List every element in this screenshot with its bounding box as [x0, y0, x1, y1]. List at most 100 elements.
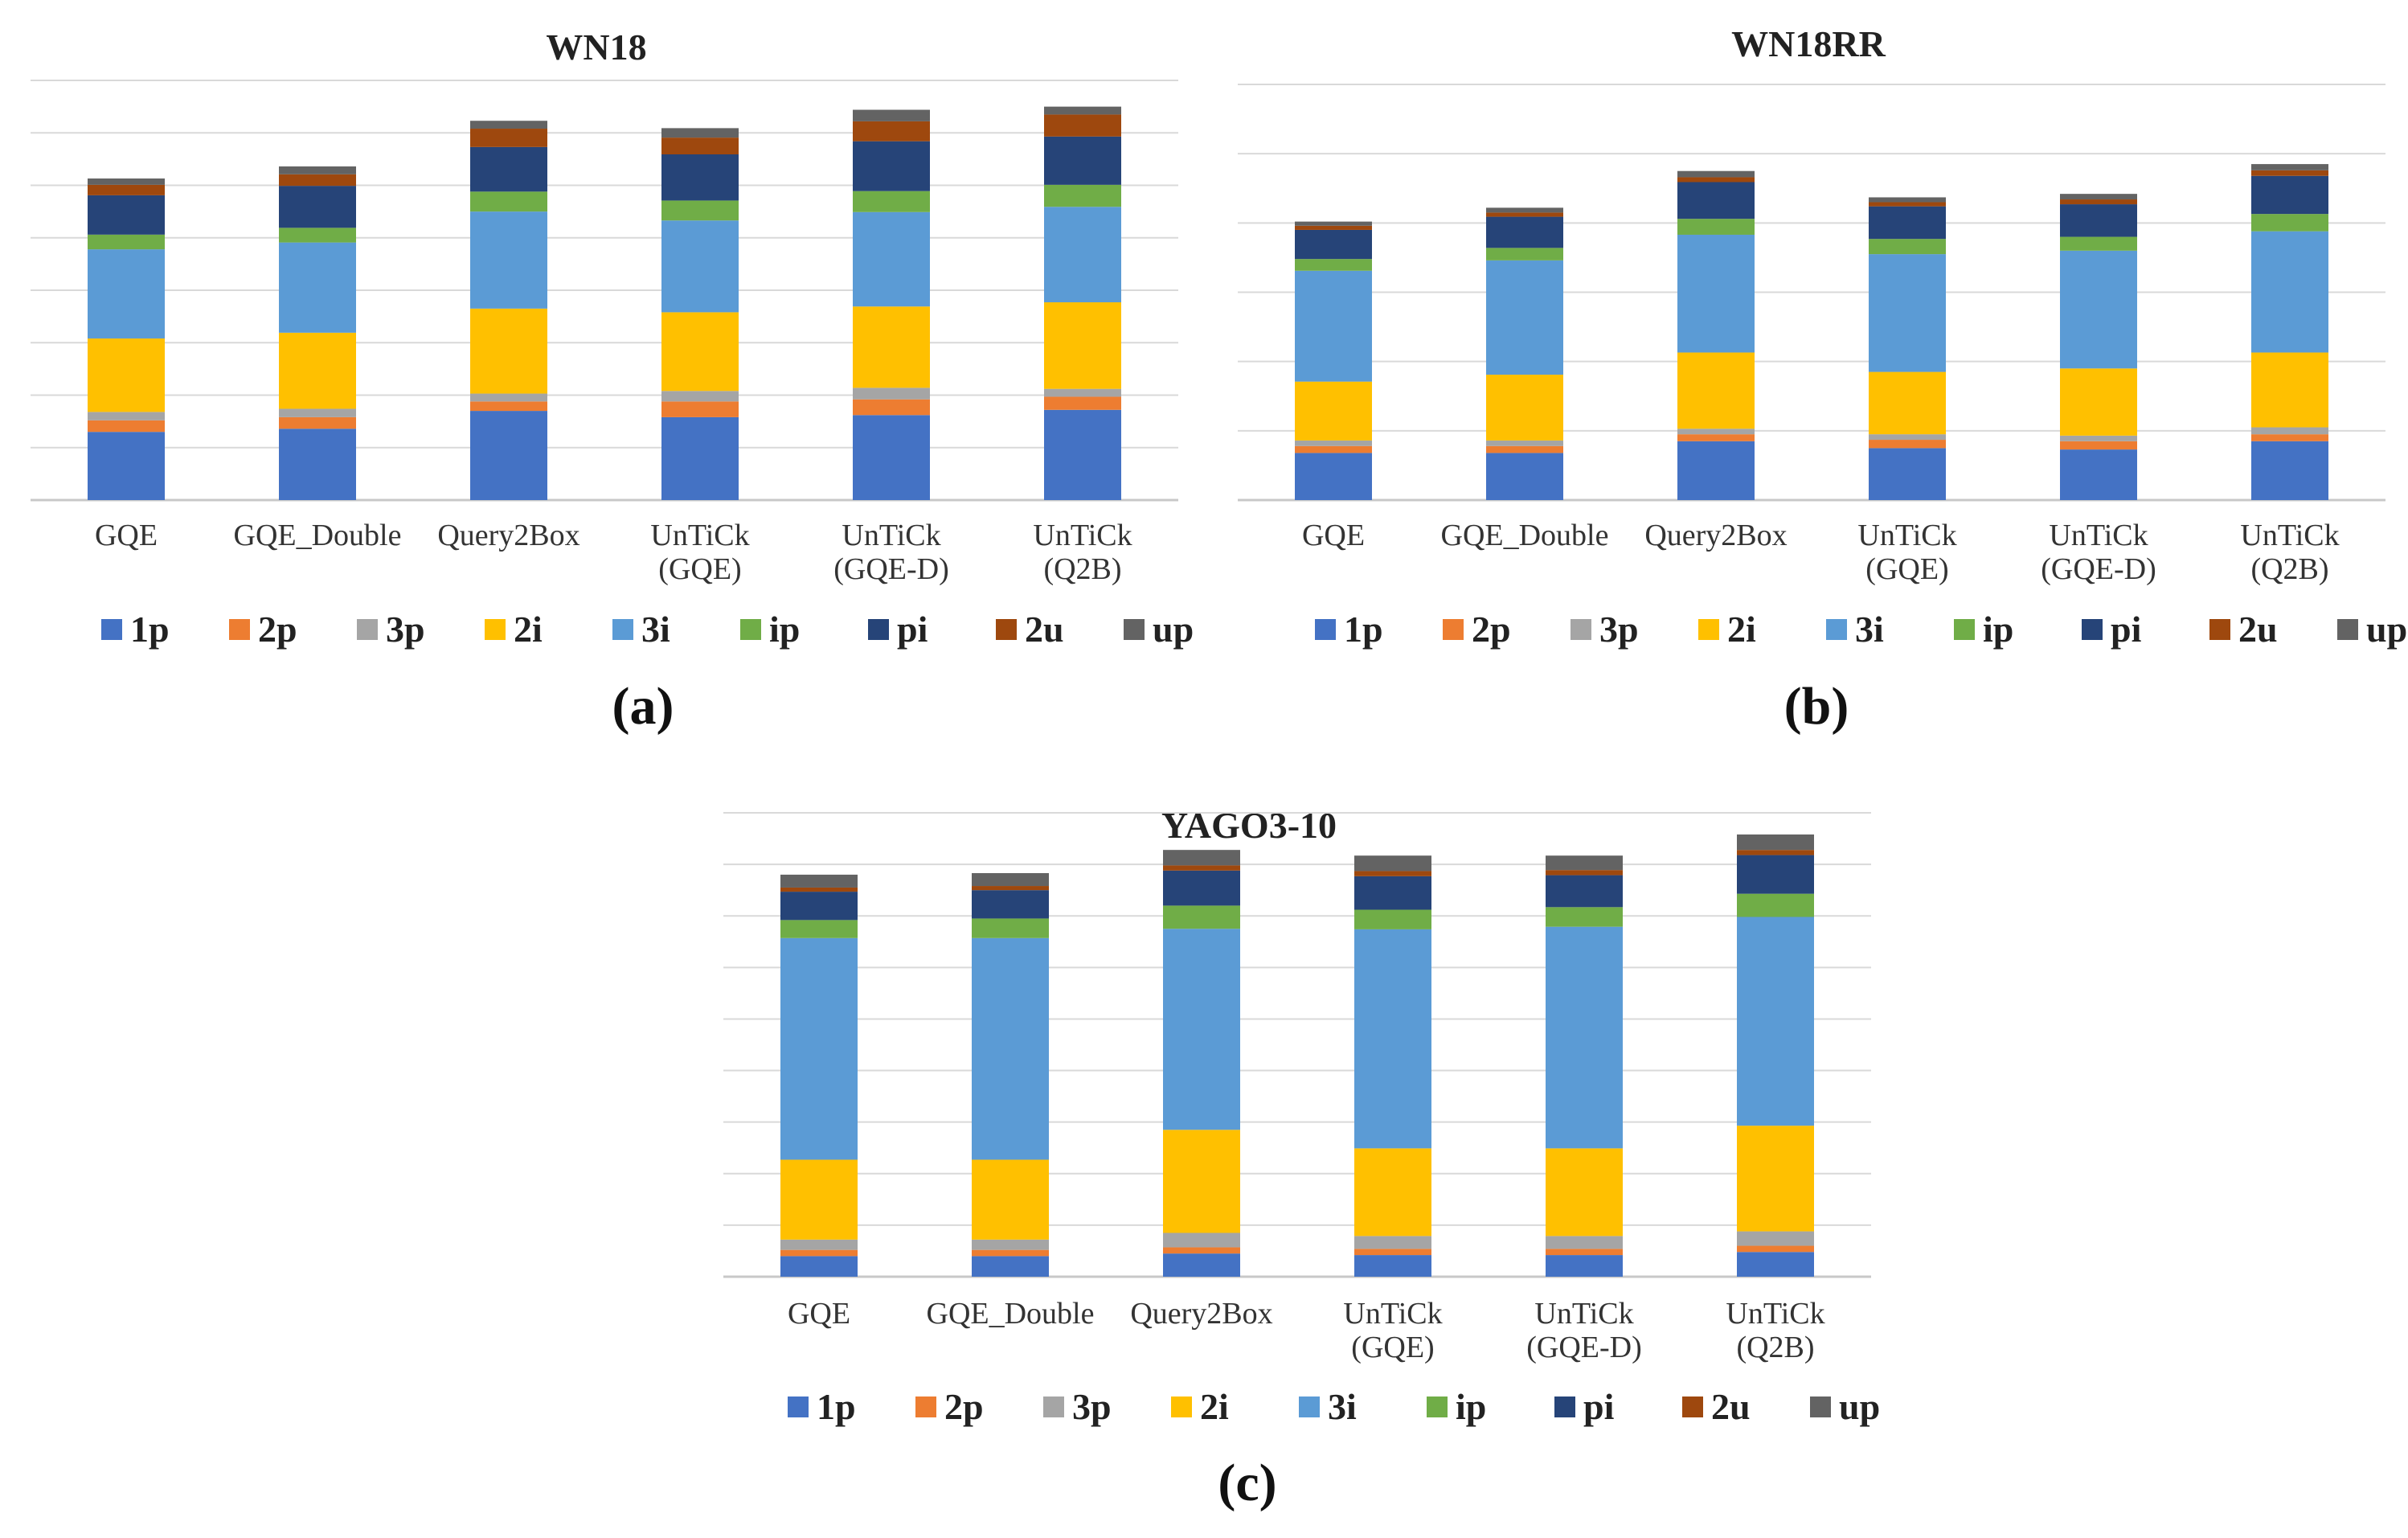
- bar-segment-pi: [780, 892, 858, 921]
- bar-segment-3i: [1869, 254, 1946, 372]
- bar-segment-up: [853, 109, 930, 121]
- bar-segment-2u: [1044, 114, 1121, 137]
- bar-segment-pi: [1044, 136, 1121, 185]
- legend-swatch-2u: [2209, 619, 2230, 640]
- bar-segment-2u: [279, 174, 356, 187]
- bar-segment-2p: [1486, 445, 1563, 453]
- bar-segment-3i: [661, 220, 739, 313]
- bar-segment-3p: [1546, 1236, 1623, 1249]
- bar-segment-3i: [1677, 234, 1755, 353]
- legend-swatch-1p: [788, 1397, 809, 1417]
- category-label: UnTiCk: [2049, 519, 2148, 552]
- category-label: UnTiCk: [1343, 1297, 1442, 1331]
- bar-segment-2u: [853, 121, 930, 141]
- bar-segment-3p: [853, 388, 930, 400]
- legend-label-pi: pi: [1583, 1386, 1615, 1427]
- bar-segment-up: [972, 873, 1049, 887]
- legend-label-2p: 2p: [1472, 609, 1511, 650]
- bar-segment-ip: [972, 918, 1049, 938]
- bar-segment-2u: [2060, 199, 2137, 205]
- bar-segment-pi: [1163, 870, 1240, 906]
- bar-segment-3i: [2251, 231, 2328, 353]
- bar-segment-2i: [1163, 1130, 1240, 1233]
- bar-segment-up: [1044, 106, 1121, 115]
- bar-segment-up: [1677, 170, 1755, 178]
- legend-label-3i: 3i: [1855, 609, 1884, 650]
- bar-segment-1p: [1677, 441, 1755, 500]
- bar-segment-1p: [780, 1256, 858, 1277]
- bar-segment-1p: [1163, 1253, 1240, 1277]
- category-label: UnTiCk: [1726, 1297, 1824, 1331]
- bar-segment-ip: [1546, 907, 1623, 927]
- bar-segment-up: [1869, 197, 1946, 203]
- bar-segment-2p: [470, 401, 547, 412]
- bar-segment-pi: [1354, 876, 1431, 910]
- bar-segment-2i: [661, 312, 739, 392]
- bar-segment-2i: [88, 338, 165, 412]
- legend-label-ip: ip: [769, 609, 800, 650]
- bar-segment-up: [1295, 221, 1372, 226]
- bar-segment-3i: [1354, 929, 1431, 1149]
- bar-segment-ip: [88, 234, 165, 250]
- bar-segment-2u: [1354, 871, 1431, 876]
- bar-segment-up: [1546, 855, 1623, 871]
- bar-segment-2i: [1354, 1148, 1431, 1237]
- bar-segment-3p: [1677, 429, 1755, 435]
- bar-segment-3i: [1546, 926, 1623, 1149]
- bar-segment-1p: [2251, 441, 2328, 500]
- category-label: (GQE-D): [1526, 1331, 1642, 1364]
- bar-segment-3i: [780, 937, 858, 1160]
- category-label: GQE_Double: [234, 519, 402, 552]
- bar-segment-1p: [972, 1256, 1049, 1277]
- bar-segment-1p: [279, 429, 356, 500]
- legend-swatch-2p: [229, 619, 250, 640]
- bar-segment-3i: [972, 937, 1049, 1160]
- legend-swatch-1p: [101, 619, 122, 640]
- legend-label-2i: 2i: [1727, 609, 1756, 650]
- category-label: GQE_Double: [927, 1297, 1095, 1331]
- legend-swatch-2i: [1171, 1397, 1192, 1417]
- bar-segment-2p: [1677, 434, 1755, 441]
- legend-swatch-ip: [1954, 619, 1975, 640]
- bar-segment-2u: [88, 184, 165, 195]
- bar-segment-pi: [1677, 182, 1755, 219]
- bar-segment-3p: [279, 408, 356, 417]
- bar-segment-3p: [88, 412, 165, 420]
- legend-label-pi: pi: [897, 609, 928, 650]
- bar-segment-3p: [1044, 388, 1121, 397]
- bar-segment-ip: [2251, 214, 2328, 232]
- bar-segment-3i: [1295, 270, 1372, 382]
- category-label: (GQE): [658, 552, 741, 586]
- legend-swatch-2u: [1682, 1397, 1703, 1417]
- bar-segment-2u: [1546, 870, 1623, 876]
- category-label: UnTiCk: [650, 519, 749, 552]
- panel-label: (c): [1218, 1454, 1276, 1512]
- bar-segment-ip: [2060, 236, 2137, 251]
- bar-segment-2i: [1677, 352, 1755, 429]
- chart-title: YAGO3-10: [1161, 805, 1337, 846]
- legend-label-3i: 3i: [1328, 1386, 1357, 1427]
- legend-label-2u: 2u: [1025, 609, 1064, 650]
- bar-segment-ip: [1044, 184, 1121, 207]
- legend-swatch-2u: [996, 619, 1017, 640]
- bar-segment-3p: [2060, 435, 2137, 441]
- legend-label-3p: 3p: [386, 609, 425, 650]
- bar-segment-2i: [2251, 352, 2328, 428]
- bar-segment-2i: [853, 306, 930, 388]
- bar-segment-2p: [2060, 441, 2137, 450]
- bar-segment-2p: [1044, 396, 1121, 410]
- bar-segment-pi: [2251, 175, 2328, 215]
- bar-segment-2u: [1677, 177, 1755, 183]
- bar-segment-2i: [780, 1159, 858, 1240]
- category-label: UnTiCk: [1033, 519, 1132, 552]
- bar-segment-2i: [2060, 368, 2137, 436]
- legend-label-2p: 2p: [258, 609, 297, 650]
- bar-segment-pi: [1486, 216, 1563, 248]
- panel-label: (a): [612, 677, 674, 736]
- legend-label-up: up: [1839, 1386, 1880, 1427]
- bar-segment-2p: [1737, 1245, 1814, 1253]
- bar-segment-3p: [1737, 1231, 1814, 1246]
- bar-segment-up: [1737, 834, 1814, 851]
